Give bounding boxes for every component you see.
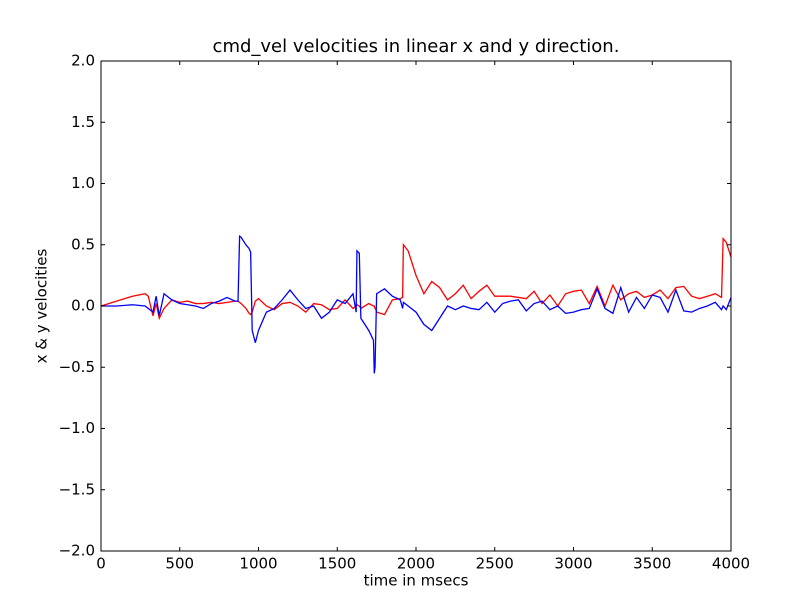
- y-tick-label: 1.0: [71, 174, 95, 192]
- x-tick-label: 3500: [633, 555, 671, 573]
- x-tick-label: 1000: [239, 555, 277, 573]
- chart-title: cmd_vel velocities in linear x and y dir…: [213, 36, 620, 57]
- y-tick-label: −1.0: [59, 419, 95, 437]
- y-tick-label: 2.0: [71, 52, 95, 70]
- x-tick-label: 2000: [397, 555, 435, 573]
- x-tick-label: 0: [96, 555, 106, 573]
- y-tick-label: 0.0: [71, 297, 95, 315]
- y-tick-label: −0.5: [59, 358, 95, 376]
- y-tick-label: 1.5: [71, 113, 95, 131]
- x-tick-label: 500: [165, 555, 194, 573]
- x-tick-label: 3000: [554, 555, 592, 573]
- x-tick-label: 2500: [476, 555, 514, 573]
- x-axis-label: time in msecs: [364, 572, 469, 590]
- data-line: [101, 234, 732, 374]
- y-tick-label: 0.5: [71, 235, 95, 253]
- x-tick-label: 1500: [318, 555, 356, 573]
- data-line: [100, 236, 732, 321]
- x-tick-label: 4000: [712, 555, 750, 573]
- y-tick-label: −1.5: [59, 480, 95, 498]
- y-tick-label: −2.0: [59, 542, 95, 560]
- y-axis-label: x & y velocities: [33, 248, 51, 363]
